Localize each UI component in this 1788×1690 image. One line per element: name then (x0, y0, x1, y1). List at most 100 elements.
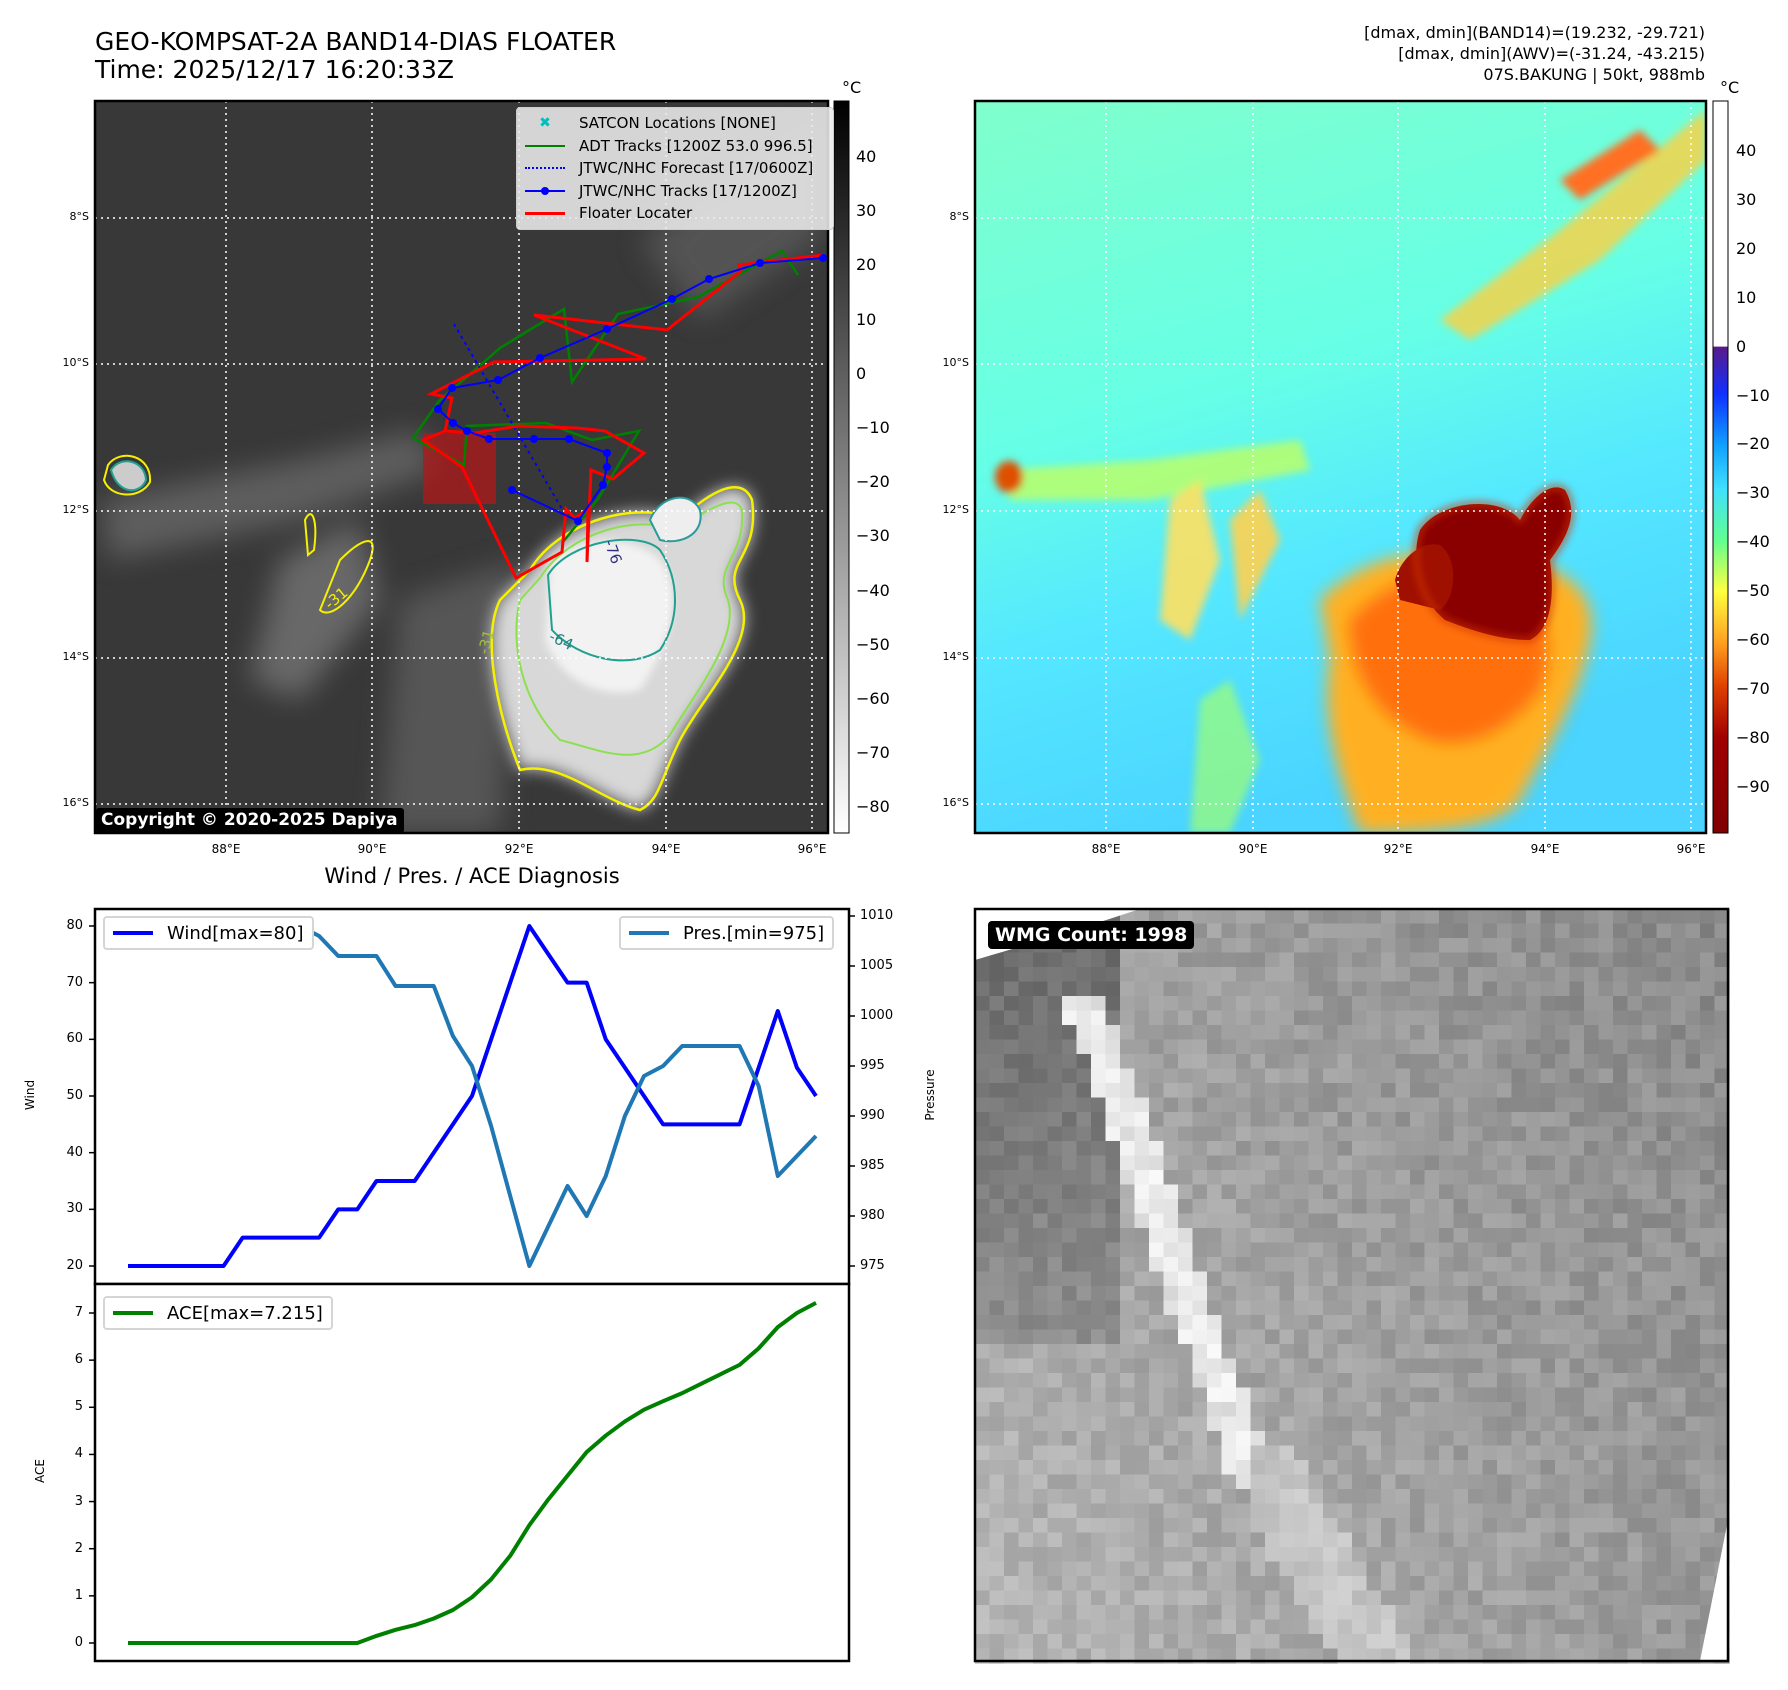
wmg-pixel (1352, 1547, 1368, 1563)
left-map-frame (93, 99, 830, 835)
wmg-pixel (1018, 1271, 1034, 1287)
wmg-pixel (1700, 1199, 1716, 1215)
wmg-pixel (1062, 1025, 1078, 1041)
wmg-pixel (1671, 1141, 1687, 1157)
wmg-pixel (975, 1344, 991, 1360)
wmg-pixel (1410, 1532, 1426, 1548)
wmg-pixel (1700, 1126, 1716, 1142)
wmg-pixel (1294, 1358, 1310, 1374)
storm-cloud: -64 -76 -31 -31 (102, 454, 755, 812)
wmg-pixel (1192, 1460, 1208, 1476)
wmg-pixel (1642, 1402, 1658, 1418)
wind-tick-label: 80 (66, 918, 83, 933)
wmg-pixel (1497, 1199, 1513, 1215)
wmg-pixel (1497, 1387, 1513, 1403)
wmg-pixel (1279, 981, 1295, 997)
wmg-pixel (1120, 1561, 1136, 1577)
wmg-pixel (1076, 1329, 1092, 1345)
wmg-pixel (1192, 1242, 1208, 1258)
wmg-pixel (1308, 1576, 1324, 1592)
wmg-pixel (1236, 1605, 1252, 1621)
wmg-pixel (1424, 1054, 1440, 1070)
wmg-pixel (1526, 1445, 1542, 1461)
wmg-pixel (1149, 1300, 1165, 1316)
wmg-pixel (1062, 952, 1078, 968)
wmg-pixel (1468, 1097, 1484, 1113)
wmg-pixel (1294, 1619, 1310, 1635)
wmg-pixel (1337, 1228, 1353, 1244)
wmg-pixel (1221, 967, 1237, 983)
wmg-pixel (1352, 1097, 1368, 1113)
wmg-pixel (1004, 1228, 1020, 1244)
wmg-pixel (1555, 1271, 1571, 1287)
wmg-pixel (1642, 1634, 1658, 1650)
wmg-pixel (1511, 1315, 1527, 1331)
wmg-pixel (1410, 1344, 1426, 1360)
wmg-pixel (1033, 1503, 1049, 1519)
wmg-pixel (1279, 1271, 1295, 1287)
wmg-pixel (1091, 1054, 1107, 1070)
wmg-pixel (1076, 1068, 1092, 1084)
wmg-pixel (1627, 1547, 1643, 1563)
wmg-pixel (1424, 1097, 1440, 1113)
wmg-pixel (1468, 1228, 1484, 1244)
wmg-pixel (989, 1489, 1005, 1505)
wmg-pixel (1511, 1547, 1527, 1563)
wmg-pixel (1540, 1474, 1556, 1490)
wmg-pixel (1468, 1373, 1484, 1389)
wmg-pixel (1526, 1590, 1542, 1606)
wmg-pixel (1584, 1039, 1600, 1055)
wmg-pixel (1453, 1068, 1469, 1084)
wmg-pixel (1540, 1112, 1556, 1128)
wmg-pixel (1250, 1619, 1266, 1635)
wmg-pixel (1163, 1141, 1179, 1157)
wmg-pixel (1700, 1561, 1716, 1577)
wmg-pixel (1236, 1445, 1252, 1461)
wmg-pixel (1105, 1344, 1121, 1360)
wmg-pixel (1584, 1083, 1600, 1099)
wmg-pixel (1033, 1097, 1049, 1113)
wmg-pixel (1250, 1445, 1266, 1461)
wmg-pixel (1671, 1054, 1687, 1070)
wmg-pixel (1366, 1402, 1382, 1418)
wmg-pixel (1381, 1054, 1397, 1070)
wmg-pixel (975, 1634, 991, 1650)
wmg-pixel (1265, 1286, 1281, 1302)
wmg-pixel (1395, 1619, 1411, 1635)
wmg-pixel (1671, 1634, 1687, 1650)
wmg-pixel (1076, 1561, 1092, 1577)
wmg-pixel (1105, 1242, 1121, 1258)
wmg-pixel (1511, 1141, 1527, 1157)
wmg-pixel (1062, 1300, 1078, 1316)
wmg-pixel (1439, 996, 1455, 1012)
wmg-pixel (1134, 1402, 1150, 1418)
wmg-pixel (1656, 1097, 1672, 1113)
wmg-pixel (1323, 1402, 1339, 1418)
wmg-pixel (1482, 1344, 1498, 1360)
wmg-pixel (1410, 952, 1426, 968)
wmg-pixel (1439, 1445, 1455, 1461)
wmg-pixel (1250, 1547, 1266, 1563)
wmg-pixel (1134, 1097, 1150, 1113)
wmg-pixel (1424, 1286, 1440, 1302)
wmg-pixel (1076, 1474, 1092, 1490)
wmg-pixel (1381, 1474, 1397, 1490)
wmg-pixel (1018, 1126, 1034, 1142)
wmg-pixel (1453, 1271, 1469, 1287)
wmg-pixel (1250, 909, 1266, 925)
wmg-pixel (1613, 1286, 1629, 1302)
wmg-pixel (1018, 1112, 1034, 1128)
wmg-pixel (1149, 1576, 1165, 1592)
wmg-pixel (1598, 1547, 1614, 1563)
wmg-pixel (1337, 1097, 1353, 1113)
wmg-pixel (1366, 1083, 1382, 1099)
wmg-pixel (1598, 1242, 1614, 1258)
wmg-pixel (1410, 1271, 1426, 1287)
wmg-pixel (1033, 1634, 1049, 1650)
wmg-pixel (1685, 1155, 1701, 1171)
wmg-pixel (1671, 1286, 1687, 1302)
wmg-pixel (1294, 1561, 1310, 1577)
wmg-pixel (975, 1445, 991, 1461)
wmg-pixel (1366, 1416, 1382, 1432)
wmg-pixel (1453, 1619, 1469, 1635)
